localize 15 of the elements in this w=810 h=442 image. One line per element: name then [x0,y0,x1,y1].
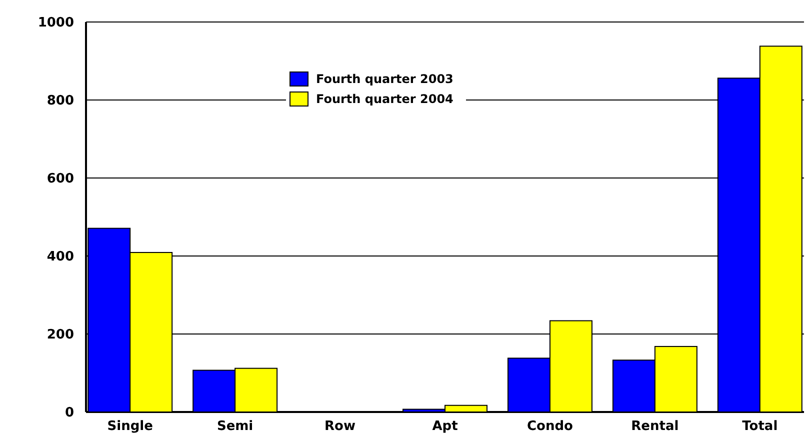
x-tick-label: Apt [432,419,458,434]
y-tick-label: 400 [46,250,74,265]
x-tick-label: Row [324,419,356,434]
y-tick-label: 200 [46,328,74,343]
x-tick-label: Rental [631,419,679,434]
y-tick-label: 600 [46,172,74,187]
x-tick-label: Condo [526,419,574,434]
x-tick-label: Semi [216,419,254,434]
x-tick-label: Total [742,419,778,434]
legend-label: Fourth quarter 2003 [316,72,454,86]
y-tick-label: 1000 [38,16,74,31]
y-tick-label: 800 [46,94,74,109]
y-tick-label: 0 [64,406,74,421]
x-tick-label: Single [107,419,154,434]
legend-label: Fourth quarter 2004 [316,92,454,106]
